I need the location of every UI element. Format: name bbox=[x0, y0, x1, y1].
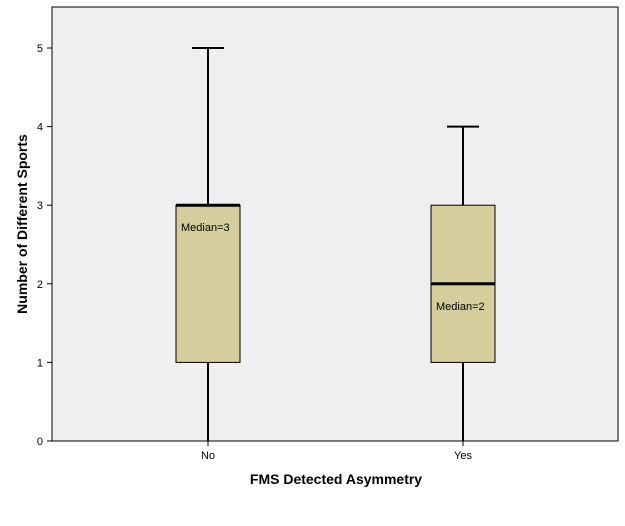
plot-area bbox=[51, 6, 619, 442]
median-label: Median=2 bbox=[436, 301, 485, 313]
x-axis: No Yes bbox=[201, 441, 472, 462]
iqr-box bbox=[175, 204, 241, 363]
y-axis: 0 1 2 3 4 5 bbox=[37, 43, 52, 448]
y-tick-label: 4 bbox=[37, 122, 43, 134]
median-label: Median=3 bbox=[181, 222, 230, 234]
y-tick-label: 1 bbox=[37, 357, 43, 369]
x-tick-label: Yes bbox=[454, 450, 472, 462]
y-tick-label: 0 bbox=[37, 436, 43, 448]
y-tick-label: 5 bbox=[37, 43, 43, 55]
y-tick-label: 2 bbox=[37, 279, 43, 291]
x-axis-title: FMS Detected Asymmetry bbox=[250, 471, 422, 487]
y-tick-label: 3 bbox=[37, 200, 43, 212]
x-tick-label: No bbox=[201, 450, 215, 462]
boxes-layer: Median=3 Median=2 bbox=[175, 47, 496, 441]
y-axis-title: Number of Different Sports bbox=[14, 134, 30, 314]
